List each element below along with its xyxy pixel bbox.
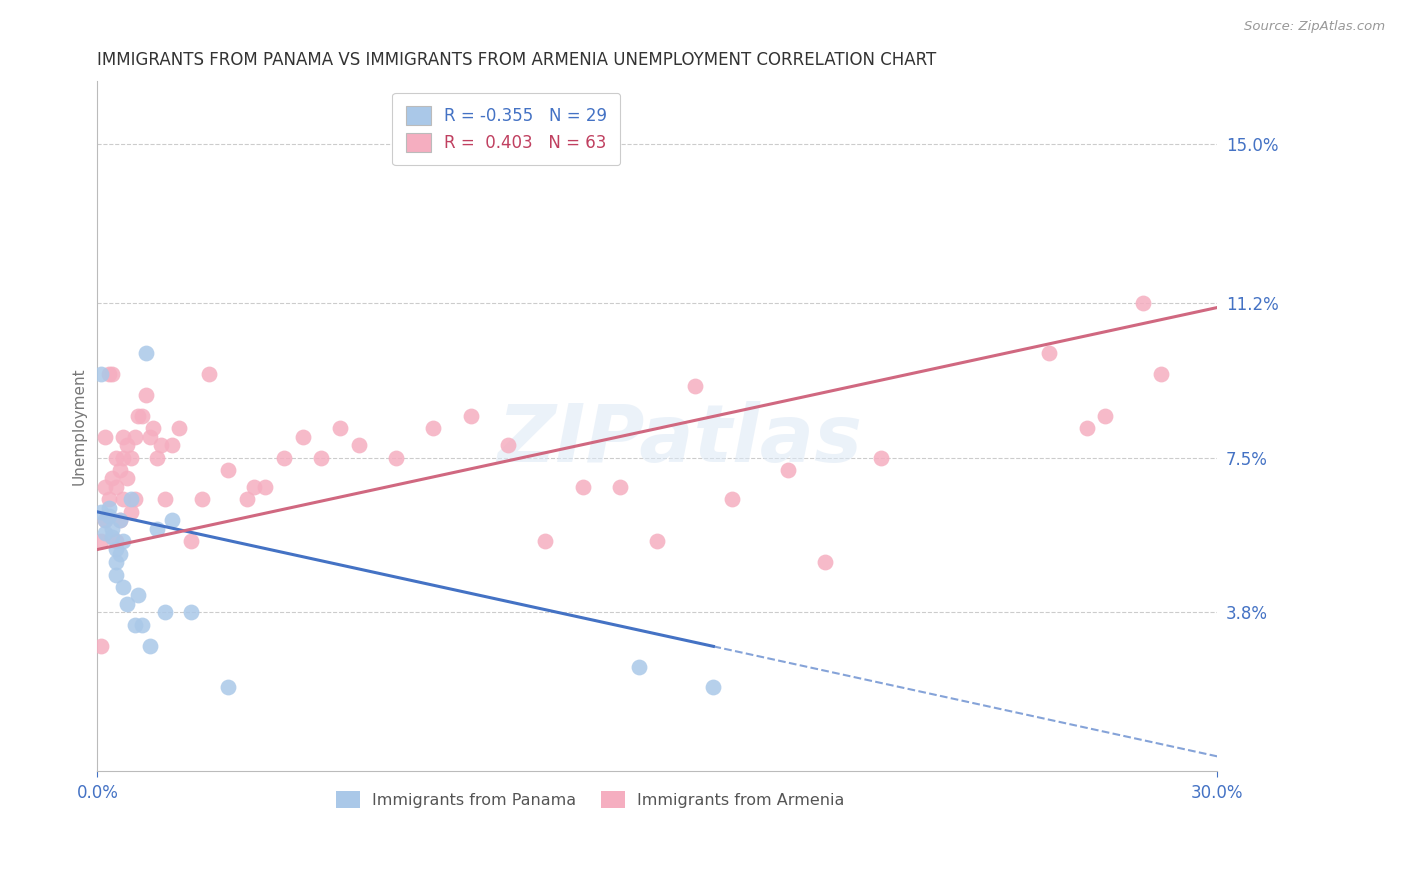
Point (160, 438, 183, 452)
Point (135, 388, 157, 402)
Point (108, 547, 131, 561)
Point (254, 480, 277, 494)
Point (460, 409, 482, 423)
Point (105, 555, 128, 569)
Point (131, 409, 153, 423)
Point (120, 450, 142, 465)
Point (149, 438, 172, 452)
Point (243, 480, 266, 494)
Point (870, 450, 893, 465)
Point (101, 367, 124, 381)
Point (101, 522, 124, 536)
Text: IMMIGRANTS FROM PANAMA VS IMMIGRANTS FROM ARMENIA UNEMPLOYMENT CORRELATION CHART: IMMIGRANTS FROM PANAMA VS IMMIGRANTS FRO… (97, 51, 936, 69)
Point (112, 430, 135, 444)
Point (115, 471, 138, 485)
Point (138, 430, 160, 444)
Point (108, 513, 131, 527)
Point (1038, 346, 1060, 360)
Point (94, 513, 117, 527)
Point (138, 639, 160, 653)
Legend: Immigrants from Panama, Immigrants from Armenia: Immigrants from Panama, Immigrants from … (329, 785, 851, 814)
Point (496, 438, 519, 452)
Point (1150, 367, 1173, 381)
Point (127, 409, 149, 423)
Point (191, 492, 214, 507)
Text: Source: ZipAtlas.com: Source: ZipAtlas.com (1244, 20, 1385, 33)
Point (90, 639, 112, 653)
Point (1132, 296, 1154, 310)
Point (647, 534, 669, 549)
Point (153, 492, 176, 507)
Point (124, 492, 146, 507)
Point (127, 589, 149, 603)
Point (90, 367, 112, 381)
Point (135, 346, 157, 360)
Point (534, 534, 557, 549)
Point (105, 450, 128, 465)
Point (112, 580, 135, 594)
Point (702, 681, 724, 695)
Point (180, 534, 202, 549)
Point (105, 534, 128, 549)
Point (97, 492, 120, 507)
Point (97, 509, 120, 524)
Point (217, 681, 239, 695)
Text: ZIPatlas: ZIPatlas (498, 401, 862, 479)
Point (291, 430, 314, 444)
Point (778, 463, 800, 477)
Point (153, 605, 176, 619)
Point (90, 505, 112, 519)
Point (120, 505, 142, 519)
Point (97, 500, 120, 515)
Point (235, 492, 257, 507)
Point (198, 367, 221, 381)
Point (97, 367, 120, 381)
Point (422, 421, 444, 435)
Point (112, 450, 135, 465)
Point (347, 438, 370, 452)
Point (571, 480, 593, 494)
Point (108, 463, 131, 477)
Point (101, 471, 124, 485)
Point (273, 450, 295, 465)
Point (112, 492, 135, 507)
Point (112, 534, 135, 549)
Point (142, 421, 165, 435)
Point (627, 659, 650, 673)
Point (94, 525, 117, 540)
Point (169, 421, 191, 435)
Point (1076, 421, 1098, 435)
Point (609, 480, 631, 494)
Point (329, 421, 352, 435)
Point (105, 480, 128, 494)
Point (160, 513, 183, 527)
Point (124, 430, 146, 444)
Y-axis label: Unemployment: Unemployment (72, 368, 86, 485)
Point (814, 555, 837, 569)
Point (217, 463, 239, 477)
Point (101, 530, 124, 544)
Point (311, 450, 333, 465)
Point (146, 450, 169, 465)
Point (683, 379, 706, 393)
Point (146, 522, 169, 536)
Point (94, 480, 117, 494)
Point (1094, 409, 1116, 423)
Point (108, 513, 131, 527)
Point (721, 492, 744, 507)
Point (180, 605, 202, 619)
Point (131, 617, 153, 632)
Point (105, 567, 128, 582)
Point (124, 617, 146, 632)
Point (90, 534, 112, 549)
Point (94, 513, 117, 527)
Point (120, 492, 142, 507)
Point (94, 430, 117, 444)
Point (105, 542, 128, 557)
Point (385, 450, 408, 465)
Point (115, 438, 138, 452)
Point (115, 597, 138, 611)
